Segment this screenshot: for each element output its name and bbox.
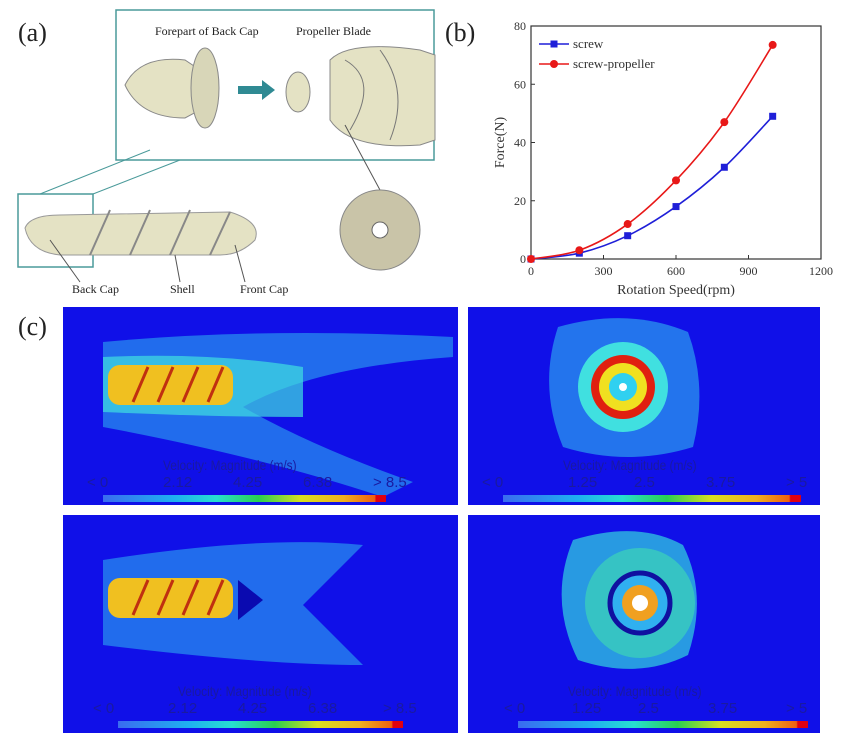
label-back-cap: Back Cap [72,282,119,296]
colorbar [118,721,403,728]
data-point [768,40,777,49]
data-point [672,203,680,211]
y-tick-label: 60 [514,77,526,91]
data-point [527,255,535,263]
label-shell: Shell [170,282,195,296]
x-tick-label: 300 [595,264,613,278]
colorbar-tick: 4.25 [233,474,263,491]
colorbar-tick: 3.75 [708,700,738,717]
pointer-line [344,124,381,191]
colorbar-tick: 2.5 [638,700,659,717]
panel-a-label: (a) [18,18,47,47]
data-point [720,163,728,171]
colorbar-tick: < 0 [93,700,115,717]
label-propeller-blade: Propeller Blade [296,24,371,38]
colorbar-tick: < 0 [482,474,504,491]
shell-section [329,46,436,147]
back-cap-ring [190,47,220,129]
x-tick-label: 900 [740,264,758,278]
colorbar-tick: > 5 [786,700,808,717]
cfd-plot-screw-cross: Velocity: Magnitude (m/s) < 0 1.25 2.5 3… [468,307,820,505]
colorbar-title: Velocity: Magnitude (m/s) [563,457,697,473]
cfd-plot-screw-propeller-cross: Velocity: Magnitude (m/s) < 0 1.25 2.5 3… [468,515,820,733]
colorbar-tick: < 0 [504,700,526,717]
x-tick-label: 600 [667,264,685,278]
data-point [769,112,777,120]
colorbar-tick: > 5 [786,474,808,491]
panel-c-label: (c) [18,312,47,341]
colorbar-tick: 3.75 [706,474,736,491]
y-axis-label: Force(N) [493,117,508,169]
legend-label: screw [573,36,604,51]
y-tick-label: 20 [514,194,526,208]
data-point [720,118,729,127]
colorbar-tick: 2.12 [168,700,198,717]
legend-marker [550,40,558,48]
cfd-plot-screw-propeller-side: Velocity: Magnitude (m/s) < 0 2.12 4.25 … [63,515,458,733]
colorbar-title: Velocity: Magnitude (m/s) [178,683,312,699]
arrow [238,80,275,100]
colorbar-tick: 6.38 [303,474,333,491]
label-front-cap: Front Cap [240,282,289,296]
colorbar [518,721,808,728]
series-line-screw-propeller [530,44,774,260]
colorbar [103,495,386,502]
screw-blades [89,209,231,256]
propeller-blade [285,71,311,113]
cfd-plot-screw-side: Velocity: Magnitude (m/s) < 0 2.12 4.25 … [63,307,458,505]
y-tick-label: 80 [514,19,526,33]
colorbar [503,495,801,502]
x-axis-label: Rotation Speed(rpm) [617,283,735,298]
colorbar-tick: 1.25 [572,700,602,717]
colorbar-tick: 1.25 [568,474,598,491]
legend-label: screw-propeller [573,56,655,71]
colorbar-tick: < 0 [87,474,109,491]
colorbar-title: Velocity: Magnitude (m/s) [163,457,297,473]
series-line-screw [530,115,774,260]
panel-a-illustration [17,9,436,283]
x-tick-label: 1200 [809,264,833,278]
data-point [624,232,632,240]
forepart-back-cap [124,58,201,119]
force-chart: 0 300 600 900 1200 0 20 40 60 80 Rotation Speed(rp… [493,19,833,298]
y-tick-label: 40 [514,136,526,150]
panel-b-label: (b) [445,18,476,47]
colorbar-tick: 2.12 [163,474,193,491]
colorbar-tick: 4.25 [238,700,268,717]
colorbar-title: Velocity: Magnitude (m/s) [568,683,702,699]
connector-line [39,149,151,195]
colorbar-tick: > 8.5 [373,474,407,491]
data-point [672,176,680,185]
colorbar-tick: 2.5 [634,474,655,491]
colorbar-tick: 6.38 [308,700,338,717]
x-tick-label: 0 [528,264,534,278]
colorbar-tick: > 8.5 [383,700,417,717]
legend-marker [550,60,558,68]
connector-line [92,159,181,195]
data-point [623,220,632,229]
data-point [575,246,584,255]
y-tick-label: 0 [520,252,526,266]
label-forepart: Forepart of Back Cap [155,24,259,38]
